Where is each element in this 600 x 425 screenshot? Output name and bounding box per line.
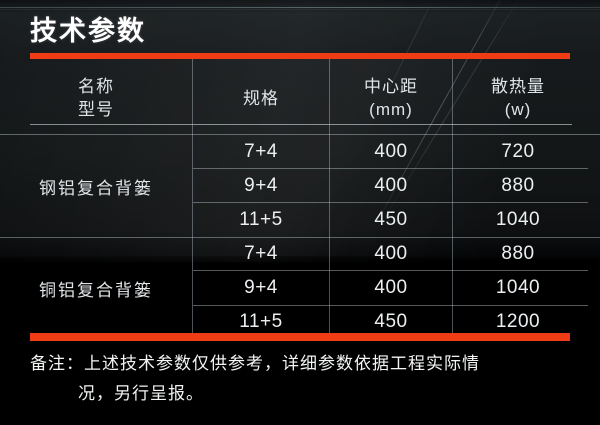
table-row-cell-center-distance: 450 xyxy=(330,306,452,338)
page-title: 技术参数 xyxy=(30,16,146,46)
cell-value: 9+4 xyxy=(244,277,278,298)
cell-value: 11+5 xyxy=(239,311,283,332)
cell-value: 720 xyxy=(501,140,535,162)
header-cell-heat-output: 散热量 (w) xyxy=(453,63,583,133)
cell-value: 450 xyxy=(374,209,408,230)
table-row-cell-spec: 9+4 xyxy=(193,169,329,202)
background-top-highlight-secondary xyxy=(0,9,600,10)
group-name-2: 铜铝复合背篓 xyxy=(0,238,192,338)
table-row-cell-spec: 7+4 xyxy=(193,238,329,270)
accent-rule-bottom xyxy=(30,333,570,341)
cell-value: 880 xyxy=(501,243,535,264)
header-spec-label: 规格 xyxy=(243,88,279,108)
cell-value: 400 xyxy=(374,174,408,196)
cell-value: 1200 xyxy=(495,311,541,332)
accent-rule-top xyxy=(30,53,570,59)
row-separator-0 xyxy=(0,134,600,135)
table-row-cell-center-distance: 400 xyxy=(330,238,452,270)
footnote: 备注：上述技术参数仅供参考，详细参数依据工程实际情 况，另行呈报。 xyxy=(30,349,575,409)
table-row-cell-spec: 9+4 xyxy=(193,271,329,305)
background-top-highlight xyxy=(0,7,600,8)
group-name-1: 钢铝复合背篓 xyxy=(0,135,192,237)
cell-value: 7+4 xyxy=(244,140,278,162)
cell-value: 880 xyxy=(501,174,535,196)
cell-value: 9+4 xyxy=(244,174,278,196)
table-row-cell-center-distance: 400 xyxy=(330,135,452,168)
background-panel-wash xyxy=(0,58,600,256)
cell-value: 11+5 xyxy=(239,209,283,230)
header-center-distance-line1: 中心距 xyxy=(364,77,418,96)
cell-value: 450 xyxy=(374,311,408,332)
cell-value: 1040 xyxy=(495,209,541,230)
cell-value: 400 xyxy=(374,140,408,162)
column-divider-2 xyxy=(329,59,330,333)
table-row-cell-heat-output: 720 xyxy=(453,135,583,168)
group-separator xyxy=(0,237,600,238)
table-row-cell-heat-output: 1040 xyxy=(453,203,583,237)
header-center-distance-line2: (mm) xyxy=(369,100,413,119)
header-heat-output-line2: (w) xyxy=(504,100,532,119)
cell-value: 400 xyxy=(374,277,408,298)
table-row-cell-spec: 11+5 xyxy=(193,203,329,237)
group-name-1-label: 钢铝复合背篓 xyxy=(39,178,153,198)
table-row-cell-heat-output: 1040 xyxy=(453,271,583,305)
table-row-cell-center-distance: 400 xyxy=(330,271,452,305)
header-heat-output-line1: 散热量 xyxy=(491,77,545,96)
row-separator-2 xyxy=(193,202,588,203)
footnote-line-1: 备注：上述技术参数仅供参考，详细参数依据工程实际情 xyxy=(30,354,480,373)
column-divider-3 xyxy=(452,59,453,333)
table-row-cell-spec: 11+5 xyxy=(193,306,329,338)
column-divider-1 xyxy=(192,59,193,333)
header-cell-center-distance: 中心距 (mm) xyxy=(330,63,452,133)
table-row-cell-center-distance: 450 xyxy=(330,203,452,237)
row-separator-4 xyxy=(193,305,588,306)
row-separator-1 xyxy=(193,168,588,169)
row-separator-3 xyxy=(193,270,588,271)
table-row-cell-center-distance: 400 xyxy=(330,169,452,202)
header-name-line1: 名称 xyxy=(78,77,114,96)
table-row-cell-heat-output: 1200 xyxy=(453,306,583,338)
footnote-line-2: 况，另行呈报。 xyxy=(78,384,204,403)
table-row-cell-heat-output: 880 xyxy=(453,169,583,202)
group-name-2-label: 铜铝复合背篓 xyxy=(39,280,153,300)
cell-value: 7+4 xyxy=(244,243,278,264)
cell-value: 1040 xyxy=(495,277,541,298)
background-sheen xyxy=(0,0,600,262)
header-cell-name: 名称 型号 xyxy=(0,63,192,133)
parameters-table: 名称 型号 规格 中心距 (mm) 散热量 (w) 钢铝复合背篓 7+4 400… xyxy=(0,59,600,333)
header-name-line2: 型号 xyxy=(78,100,114,119)
table-row-cell-spec: 7+4 xyxy=(193,135,329,168)
table-row-cell-heat-output: 880 xyxy=(453,238,583,270)
cell-value: 400 xyxy=(374,243,408,264)
header-cell-spec: 规格 xyxy=(193,63,329,133)
header-underline xyxy=(30,124,572,125)
